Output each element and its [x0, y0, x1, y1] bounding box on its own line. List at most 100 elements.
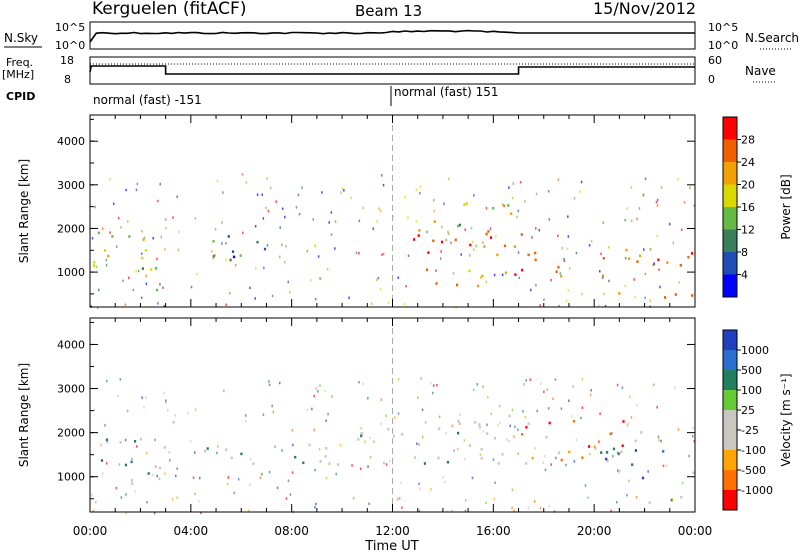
- velocity-data-cell: [362, 382, 364, 386]
- power-data-cell: [527, 253, 530, 257]
- power-data-cell: [600, 252, 602, 256]
- power-data-cell: [135, 270, 137, 273]
- velocity-data-cell: [104, 424, 106, 427]
- velocity-colorbar-tick-label: 1000: [741, 344, 769, 357]
- power-data-cell: [628, 257, 631, 260]
- velocity-data-cell: [92, 509, 95, 513]
- power-data-cell: [281, 207, 284, 210]
- velocity-data-cell: [589, 393, 592, 397]
- power-data-cell: [471, 240, 474, 244]
- velocity-data-cell: [514, 425, 516, 429]
- power-data-cell: [314, 245, 317, 248]
- velocity-data-cell: [199, 476, 201, 480]
- velocity-data-cell: [517, 452, 519, 455]
- velocity-data-cell: [315, 502, 317, 506]
- power-data-cell: [664, 296, 667, 299]
- power-data-cell: [465, 202, 468, 205]
- power-data-cell: [93, 261, 96, 264]
- velocity-data-cell: [543, 390, 545, 394]
- power-data-cell: [566, 247, 569, 251]
- velocity-data-cell: [627, 422, 630, 425]
- power-data-cell: [672, 241, 674, 245]
- velocity-data-cell: [130, 460, 133, 464]
- velocity-data-cell: [681, 481, 684, 485]
- velocity-data-cell: [364, 440, 366, 443]
- power-data-cell: [214, 254, 217, 257]
- power-data-cell: [433, 209, 435, 213]
- power-data-cell: [548, 218, 551, 221]
- power-data-cell: [435, 269, 437, 272]
- power-data-cell: [501, 203, 504, 206]
- velocity-data-cell: [430, 488, 432, 491]
- power-data-cell: [485, 280, 488, 284]
- power-data-cell: [599, 270, 601, 273]
- velocity-data-cell: [360, 434, 363, 438]
- velocity-data-cell: [165, 399, 167, 402]
- velocity-data-cell: [95, 500, 97, 504]
- power-data-cell: [452, 272, 455, 275]
- power-data-cell: [111, 235, 114, 238]
- power-data-cell: [141, 230, 143, 233]
- power-data-cell: [447, 230, 449, 234]
- power-data-cell: [159, 283, 161, 286]
- velocity-y-tick-label: 3000: [57, 383, 85, 396]
- power-data-cell: [261, 193, 263, 196]
- power-data-cell: [241, 173, 244, 176]
- velocity-data-cell: [291, 429, 294, 432]
- power-data-cell: [655, 200, 658, 204]
- velocity-data-cell: [101, 472, 104, 475]
- velocity-data-cell: [662, 450, 665, 453]
- velocity-data-cell: [189, 440, 192, 443]
- nave-tick-bottom: 0: [708, 73, 715, 86]
- velocity-data-cell: [594, 447, 597, 450]
- velocity-data-cell: [194, 492, 196, 496]
- velocity-data-cell: [272, 410, 274, 414]
- velocity-colorbar-band: [723, 330, 737, 350]
- power-data-cell: [563, 257, 565, 261]
- power-data-cell: [656, 198, 659, 202]
- velocity-data-cell: [319, 384, 321, 387]
- power-data-cell: [285, 245, 287, 248]
- velocity-data-cell: [430, 382, 432, 385]
- power-data-cell: [328, 221, 330, 224]
- velocity-data-cell: [302, 461, 305, 465]
- velocity-data-cell: [259, 476, 262, 480]
- power-data-cell: [601, 276, 604, 279]
- velocity-data-cell: [424, 421, 427, 424]
- power-y-axis-label: Slant Range [km]: [17, 159, 31, 263]
- power-data-cell: [539, 304, 541, 307]
- velocity-data-cell: [560, 458, 563, 462]
- velocity-data-cell: [387, 427, 390, 431]
- velocity-data-cell: [617, 469, 619, 472]
- velocity-data-cell: [539, 507, 542, 510]
- power-data-cell: [392, 215, 395, 218]
- power-data-cell: [256, 240, 259, 244]
- velocity-data-cell: [550, 463, 552, 466]
- power-colorbar-band: [723, 229, 737, 252]
- velocity-data-cell: [105, 438, 108, 442]
- x-axis-label: Time UT: [364, 539, 418, 554]
- velocity-data-cell: [176, 467, 178, 470]
- velocity-data-cell: [522, 410, 524, 413]
- velocity-data-cell: [331, 395, 333, 398]
- power-data-cell: [567, 235, 570, 238]
- velocity-data-cell: [677, 428, 680, 431]
- velocity-data-cell: [314, 506, 316, 509]
- power-data-cell: [379, 209, 382, 213]
- power-data-cell: [176, 195, 178, 198]
- power-data-cell: [608, 246, 610, 249]
- power-data-cell: [677, 178, 679, 181]
- velocity-data-cell: [125, 493, 127, 496]
- velocity-data-cell: [573, 460, 576, 463]
- power-y-tick-label: 2000: [57, 222, 85, 235]
- velocity-data-cell: [124, 438, 127, 442]
- nsky-label: N.Sky: [4, 31, 38, 45]
- velocity-data-cell: [289, 493, 292, 496]
- velocity-data-cell: [671, 498, 674, 501]
- velocity-data-cell: [590, 389, 592, 392]
- power-data-cell: [227, 235, 230, 238]
- velocity-data-cell: [458, 422, 461, 425]
- power-data-cell: [447, 232, 450, 235]
- beam-title: Beam 13: [355, 2, 422, 20]
- velocity-colorbar-band: [723, 410, 737, 430]
